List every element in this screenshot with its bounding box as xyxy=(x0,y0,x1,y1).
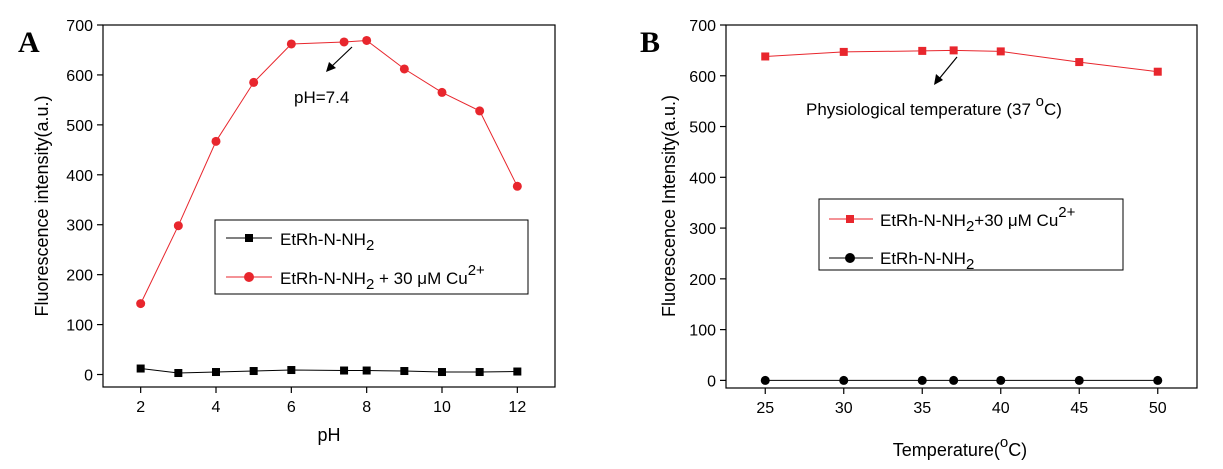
panel-b-legend-label-2: EtRh-N-NH2 xyxy=(880,249,974,273)
panel-a-series-2-point xyxy=(362,35,372,45)
panel-b-annotation-arrowhead xyxy=(934,74,943,85)
panel-b-x-tick-label: 35 xyxy=(913,400,931,417)
panel-a-y-tick-label: 700 xyxy=(66,18,93,35)
panel-b-series-1-point xyxy=(1075,58,1084,67)
panel-a-series-1-point xyxy=(362,366,371,375)
panel-a-series-1-point xyxy=(400,367,409,376)
panel-a-y-tick-label: 300 xyxy=(66,218,93,235)
panel-b-series-1-point xyxy=(949,46,958,55)
panel-a-series-2-point xyxy=(286,39,296,49)
panel-a-series-2-point xyxy=(512,181,522,191)
panel-a-series-1-point xyxy=(287,366,296,375)
panel-b-series-2-point xyxy=(996,375,1006,385)
panel-a-series-1-point xyxy=(174,369,183,378)
panel-a-annotation-arrow xyxy=(330,46,353,68)
panel-b-series-1-point xyxy=(761,52,770,61)
panel-b-plot-frame xyxy=(725,24,1198,389)
panel-b-series-2-point xyxy=(1153,375,1163,385)
panel-b-y-tick-label: 500 xyxy=(689,120,716,137)
panel-a-x-axis-label: pH xyxy=(317,425,340,445)
panel-b-series-2-point xyxy=(839,375,849,385)
panel-b-y-tick-label: 300 xyxy=(689,221,716,238)
panel-b-y-tick-label: 400 xyxy=(689,170,716,187)
panel-a-series-1-point xyxy=(513,367,522,376)
panel-a-series-1-point xyxy=(438,368,446,377)
panel-b-x-axis-label: Temperature(oC) xyxy=(893,434,1027,460)
panel-a-series-1-point xyxy=(249,367,258,376)
panel-a-x-tick-label: 4 xyxy=(212,399,221,416)
panel-b-series-1-point xyxy=(1153,67,1162,76)
panel-a-y-tick-label: 100 xyxy=(66,318,93,335)
panel-a-annotation-arrowhead xyxy=(326,62,336,72)
panel-a-legend-marker-2 xyxy=(244,272,254,282)
panel-b-y-tick-label: 600 xyxy=(689,69,716,86)
panel-a-series-2-point xyxy=(437,87,447,97)
panel-b-annotation-arrow xyxy=(938,56,958,80)
panel-a-series-2-point xyxy=(136,299,146,309)
panel-b-legend-label-1: EtRh-N-NH2+30 μM Cu2+ xyxy=(880,204,1076,235)
panel-b-legend-marker-2 xyxy=(845,253,855,263)
panel-a-plot-frame xyxy=(102,24,556,388)
panel-b-x-tick-label: 45 xyxy=(1070,400,1088,417)
panel-a-series-1-point xyxy=(475,368,484,377)
panel-b-legend: EtRh-N-NH2+30 μM Cu2+ EtRh-N-NH2 xyxy=(818,198,1124,273)
panel-a-series-2-point xyxy=(399,64,409,74)
panel-a-series-2-point xyxy=(475,106,485,116)
panel-b-series xyxy=(760,46,1163,385)
panel-b-letter: B xyxy=(640,26,660,59)
panel-a-series-2-point xyxy=(211,136,221,146)
panel-b-series-1-point xyxy=(918,46,927,55)
panel-a-series-2-point xyxy=(339,37,349,47)
panel-a-x-tick-label: 2 xyxy=(136,399,145,416)
panel-a-series-1-point xyxy=(136,364,145,373)
panel-b-x-tick-label: 50 xyxy=(1149,400,1167,417)
panel-b-y-tick-label: 100 xyxy=(689,323,716,340)
panel-a-series xyxy=(136,35,522,378)
panel-b-x-tick-label: 25 xyxy=(756,400,774,417)
panel-b-series-1-point xyxy=(839,47,848,56)
panel-b-x-tick-label: 30 xyxy=(835,400,853,417)
panel-a-legend-marker-1 xyxy=(245,234,253,242)
panel-a-series-1-point xyxy=(340,366,349,375)
panel-b-annotation: Physiological temperature (37 oC) xyxy=(806,93,1062,119)
panel-a-y-tick-label: 400 xyxy=(66,168,93,185)
panel-b-legend-marker-1 xyxy=(846,215,854,223)
panel-b-y-tick-label: 200 xyxy=(689,272,716,289)
panel-a-letter: A xyxy=(18,26,40,59)
panel-a-y-tick-label: 500 xyxy=(66,118,93,135)
panel-a-x-tick-label: 12 xyxy=(508,399,526,416)
panel-b-series-1-point xyxy=(996,47,1005,56)
panel-a-annotation: pH=7.4 xyxy=(294,88,349,107)
panel-a-x-tick-label: 6 xyxy=(287,399,296,416)
panel-a-x-tick-label: 10 xyxy=(433,399,451,416)
panel-a-y-tick-label: 200 xyxy=(66,268,93,285)
panel-b-y-axis-label: Fluorescence Intensity(a.u.) xyxy=(659,95,679,317)
panel-a-legend-box xyxy=(214,219,529,295)
panel-b-series-2-point xyxy=(917,375,927,385)
panel-a-series-2-point xyxy=(249,77,259,87)
panel-a-series-1-point xyxy=(212,368,220,377)
panel-a-x-tick-label: 8 xyxy=(362,399,371,416)
panel-a-legend: EtRh-N-NH2 EtRh-N-NH2 + 30 μM Cu2+ xyxy=(214,219,529,295)
panel-a-y-axis-label: Fluorescence intensity(a.u.) xyxy=(32,95,52,316)
panel-b-series-2-point xyxy=(949,375,959,385)
panel-b-series-1-line xyxy=(765,49,1158,73)
panel-b-x-tick-label: 40 xyxy=(992,400,1010,417)
panel-b-y-tick-label: 700 xyxy=(689,18,716,35)
panel-a-series-2-point xyxy=(173,221,183,231)
panel-b-series-2-point xyxy=(1074,375,1084,385)
panel-a-legend-label-1: EtRh-N-NH2 xyxy=(280,230,374,254)
panel-a-legend-label-2: EtRh-N-NH2 + 30 μM Cu2+ xyxy=(280,262,485,293)
panel-a-series-1-line xyxy=(140,368,518,374)
panel-a-y-tick-label: 600 xyxy=(66,68,93,85)
panel-a-y-tick-label: 0 xyxy=(84,368,93,385)
panel-b-y-tick-label: 0 xyxy=(707,373,716,390)
panel-a-ticks: 2 4 6 8 10 12 0 100 200 300 400 500 600 700 xyxy=(66,18,526,416)
panel-b-series-2-point xyxy=(760,375,770,385)
